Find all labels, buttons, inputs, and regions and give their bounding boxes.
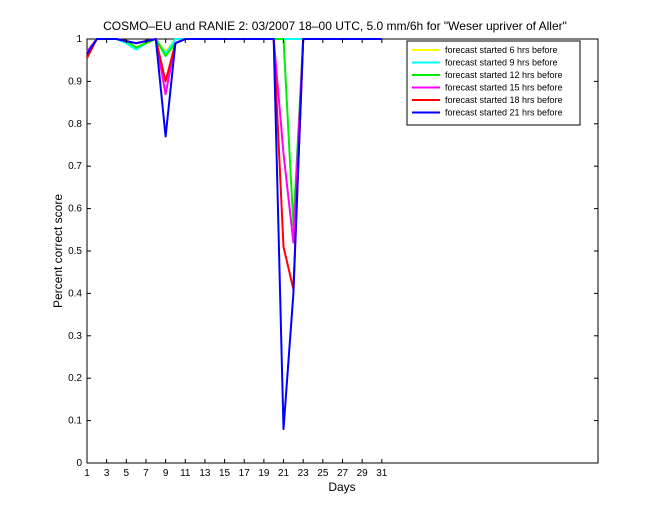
x-tick-label: 23 (298, 468, 310, 479)
x-axis: 1 3 5 7 9 11 13 15 17 19 21 23 25 27 29 31 (84, 39, 388, 479)
y-tick-label: 1 (76, 34, 82, 45)
x-tick-label: 1 (84, 468, 90, 479)
legend-label-3: forecast started 12 hrs before (445, 70, 563, 80)
x-tick-label: 21 (278, 468, 290, 479)
x-tick-label: 7 (143, 468, 149, 479)
y-tick-label: 0.1 (68, 416, 82, 427)
y-tick-label: 0.3 (68, 331, 82, 342)
legend-label-6: forecast started 21 hrs before (445, 108, 563, 118)
legend-label-2: forecast started 9 hrs before (445, 58, 558, 68)
series-group (86, 38, 382, 431)
x-tick-label: 19 (258, 468, 270, 479)
x-tick-label: 17 (239, 468, 251, 479)
x-tick-label: 11 (180, 468, 191, 479)
y-tick-label: 0.4 (68, 288, 82, 299)
x-tick-label: 9 (163, 468, 169, 479)
legend-box (406, 40, 581, 126)
y-tick-label: 0.5 (68, 246, 82, 257)
y-tick-label: 0 (76, 458, 82, 469)
series-line-6 (86, 38, 382, 431)
y-tick-label: 0.7 (68, 161, 82, 172)
x-tick-label: 5 (124, 468, 130, 479)
x-tick-label: 31 (376, 468, 388, 479)
y-tick-label: 0.6 (68, 204, 82, 215)
x-tick-label: 15 (219, 468, 231, 479)
x-tick-label: 25 (317, 468, 329, 479)
y-tick-label: 0.9 (68, 76, 82, 87)
y-axis: 0 0.1 0.2 0.3 0.4 0.5 0.6 0.7 0.8 0.9 1 (68, 34, 598, 469)
legend: forecast started 6 hrs before forecast st… (406, 40, 581, 126)
y-tick-label: 0.2 (68, 373, 82, 384)
chart-title: COSMO–EU and RANIE 2: 03/2007 18–00 UTC,… (103, 19, 567, 33)
x-tick-label: 27 (337, 468, 349, 479)
x-tick-label: 13 (199, 468, 211, 479)
x-tick-label: 3 (104, 468, 110, 479)
y-tick-label: 0.8 (68, 119, 82, 130)
y-axis-label: Percent correct score (51, 194, 65, 308)
x-tick-label: 29 (357, 468, 369, 479)
legend-label-1: forecast started 6 hrs before (445, 45, 558, 55)
x-axis-label: Days (328, 480, 355, 494)
legend-label-4: forecast started 15 hrs before (445, 83, 563, 93)
legend-label-5: forecast started 18 hrs before (445, 95, 563, 105)
